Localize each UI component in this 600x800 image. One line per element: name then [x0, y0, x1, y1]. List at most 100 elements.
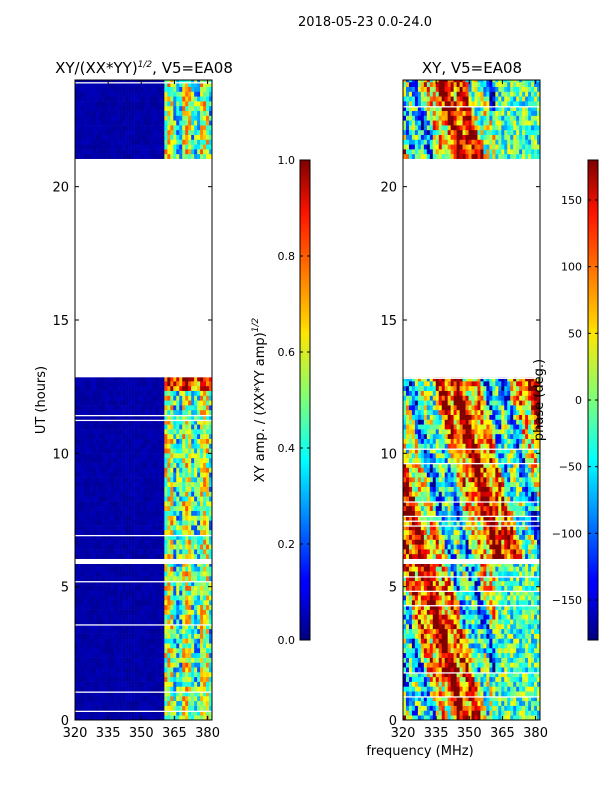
- heatmap-cell: [173, 429, 177, 435]
- heatmap-cell: [486, 700, 490, 706]
- y-tick-label: 10: [52, 447, 69, 462]
- heatmap-cell: [176, 580, 180, 586]
- heatmap-cell: [450, 715, 454, 721]
- heatmap-cell: [104, 525, 109, 531]
- heatmap-cell: [146, 424, 150, 430]
- heatmap-cell: [77, 691, 82, 697]
- heatmap-cell: [152, 676, 156, 682]
- heatmap-cell: [450, 705, 454, 711]
- heatmap-cell: [110, 624, 115, 630]
- heatmap-cell: [83, 433, 88, 439]
- heatmap-cell: [146, 614, 150, 620]
- heatmap-cell: [113, 624, 117, 630]
- heatmap-cell: [152, 515, 156, 521]
- heatmap-cell: [75, 129, 79, 135]
- heatmap-cell: [155, 648, 159, 654]
- heatmap-cell: [80, 144, 85, 150]
- heatmap-cell: [182, 81, 186, 87]
- heatmap-cell: [167, 390, 171, 396]
- heatmap-cell: [101, 624, 106, 630]
- heatmap-cell: [510, 648, 514, 654]
- heatmap-cell: [131, 120, 135, 126]
- heatmap-cell: [173, 614, 177, 620]
- heatmap-cell: [92, 149, 97, 155]
- heatmap-cell: [95, 564, 100, 567]
- heatmap-cell: [125, 505, 129, 511]
- heatmap-cell: [429, 700, 434, 706]
- heatmap-cell: [137, 501, 141, 507]
- heatmap-cell: [137, 149, 141, 155]
- heatmap-cell: [161, 501, 165, 507]
- heatmap-cell: [459, 633, 463, 639]
- heatmap-cell: [510, 696, 514, 702]
- heatmap-cell: [480, 628, 484, 634]
- heatmap-cell: [516, 715, 520, 721]
- heatmap-cell: [203, 443, 207, 449]
- heatmap-cell: [447, 700, 451, 706]
- heatmap-cell: [164, 652, 168, 658]
- heatmap-cell: [525, 686, 529, 692]
- heatmap-cell: [149, 424, 153, 430]
- heatmap-cell: [83, 580, 88, 586]
- heatmap-cell: [417, 638, 422, 644]
- heatmap-cell: [429, 628, 434, 634]
- heatmap-cell: [489, 652, 493, 658]
- heatmap-cell: [197, 549, 201, 555]
- heatmap-cell: [113, 462, 117, 468]
- heatmap-cell: [179, 643, 183, 649]
- heatmap-cell: [83, 566, 88, 572]
- heatmap-cell: [77, 510, 82, 516]
- heatmap-cell: [191, 648, 195, 654]
- heatmap-cell: [107, 676, 112, 682]
- heatmap-cell: [152, 481, 156, 487]
- heatmap-cell: [143, 110, 147, 116]
- heatmap-cell: [155, 400, 159, 406]
- heatmap-cell: [140, 633, 144, 639]
- heatmap-cell: [194, 129, 198, 135]
- heatmap-cell: [137, 144, 141, 150]
- heatmap-cell: [176, 153, 180, 159]
- heatmap-cell: [167, 710, 171, 716]
- heatmap-cell: [83, 595, 88, 601]
- heatmap-cell: [137, 491, 141, 497]
- heatmap-cell: [98, 595, 103, 601]
- heatmap-cell: [209, 443, 213, 449]
- heatmap-cell: [182, 590, 186, 596]
- heatmap-cell: [152, 564, 156, 567]
- heatmap-cell: [179, 496, 183, 502]
- heatmap-cell: [176, 715, 180, 721]
- heatmap-cell: [83, 564, 88, 567]
- heatmap-cell: [209, 520, 213, 526]
- heatmap-cell: [113, 125, 117, 131]
- heatmap-cell: [155, 443, 159, 449]
- heatmap-cell: [537, 691, 541, 697]
- heatmap-cell: [474, 633, 478, 639]
- heatmap-cell: [203, 105, 207, 111]
- heatmap-cell: [173, 134, 177, 140]
- heatmap-cell: [104, 96, 109, 102]
- heatmap-cell: [134, 652, 138, 658]
- heatmap-cell: [131, 643, 135, 649]
- heatmap-cell: [486, 648, 490, 654]
- heatmap-cell: [200, 400, 204, 406]
- heatmap-cell: [200, 377, 204, 382]
- heatmap-cell: [95, 510, 100, 516]
- heatmap-cell: [110, 539, 115, 545]
- heatmap-cell: [176, 429, 180, 435]
- heatmap-cell: [492, 705, 496, 711]
- heatmap-cell: [113, 676, 117, 682]
- heatmap-cell: [122, 91, 126, 97]
- heatmap-cell: [164, 81, 168, 87]
- heatmap-cell: [113, 390, 117, 396]
- heatmap-cell: [188, 400, 192, 406]
- heatmap-cell: [137, 515, 141, 521]
- heatmap-cell: [140, 491, 144, 497]
- heatmap-cell: [158, 564, 162, 567]
- heatmap-cell: [92, 544, 97, 550]
- heatmap-cell: [152, 134, 156, 140]
- heatmap-cell: [77, 564, 82, 567]
- heatmap-cell: [83, 691, 88, 697]
- heatmap-cell: [182, 424, 186, 430]
- heatmap-cell: [92, 529, 97, 535]
- heatmap-cell: [534, 676, 538, 682]
